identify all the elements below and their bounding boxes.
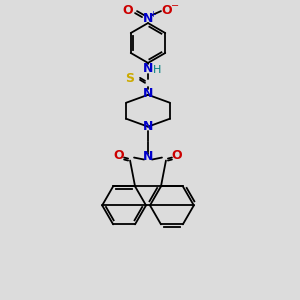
Text: S: S — [126, 72, 135, 86]
Text: O: O — [162, 4, 172, 16]
Text: N: N — [143, 87, 153, 100]
Text: N: N — [143, 120, 153, 133]
Text: H: H — [153, 65, 161, 75]
Text: +: + — [150, 10, 156, 19]
Text: N: N — [143, 12, 153, 25]
Text: −: − — [171, 1, 179, 11]
Text: O: O — [123, 4, 134, 16]
Text: N: N — [143, 150, 153, 163]
Text: O: O — [172, 149, 182, 162]
Text: O: O — [114, 149, 124, 162]
Text: N: N — [143, 62, 153, 75]
